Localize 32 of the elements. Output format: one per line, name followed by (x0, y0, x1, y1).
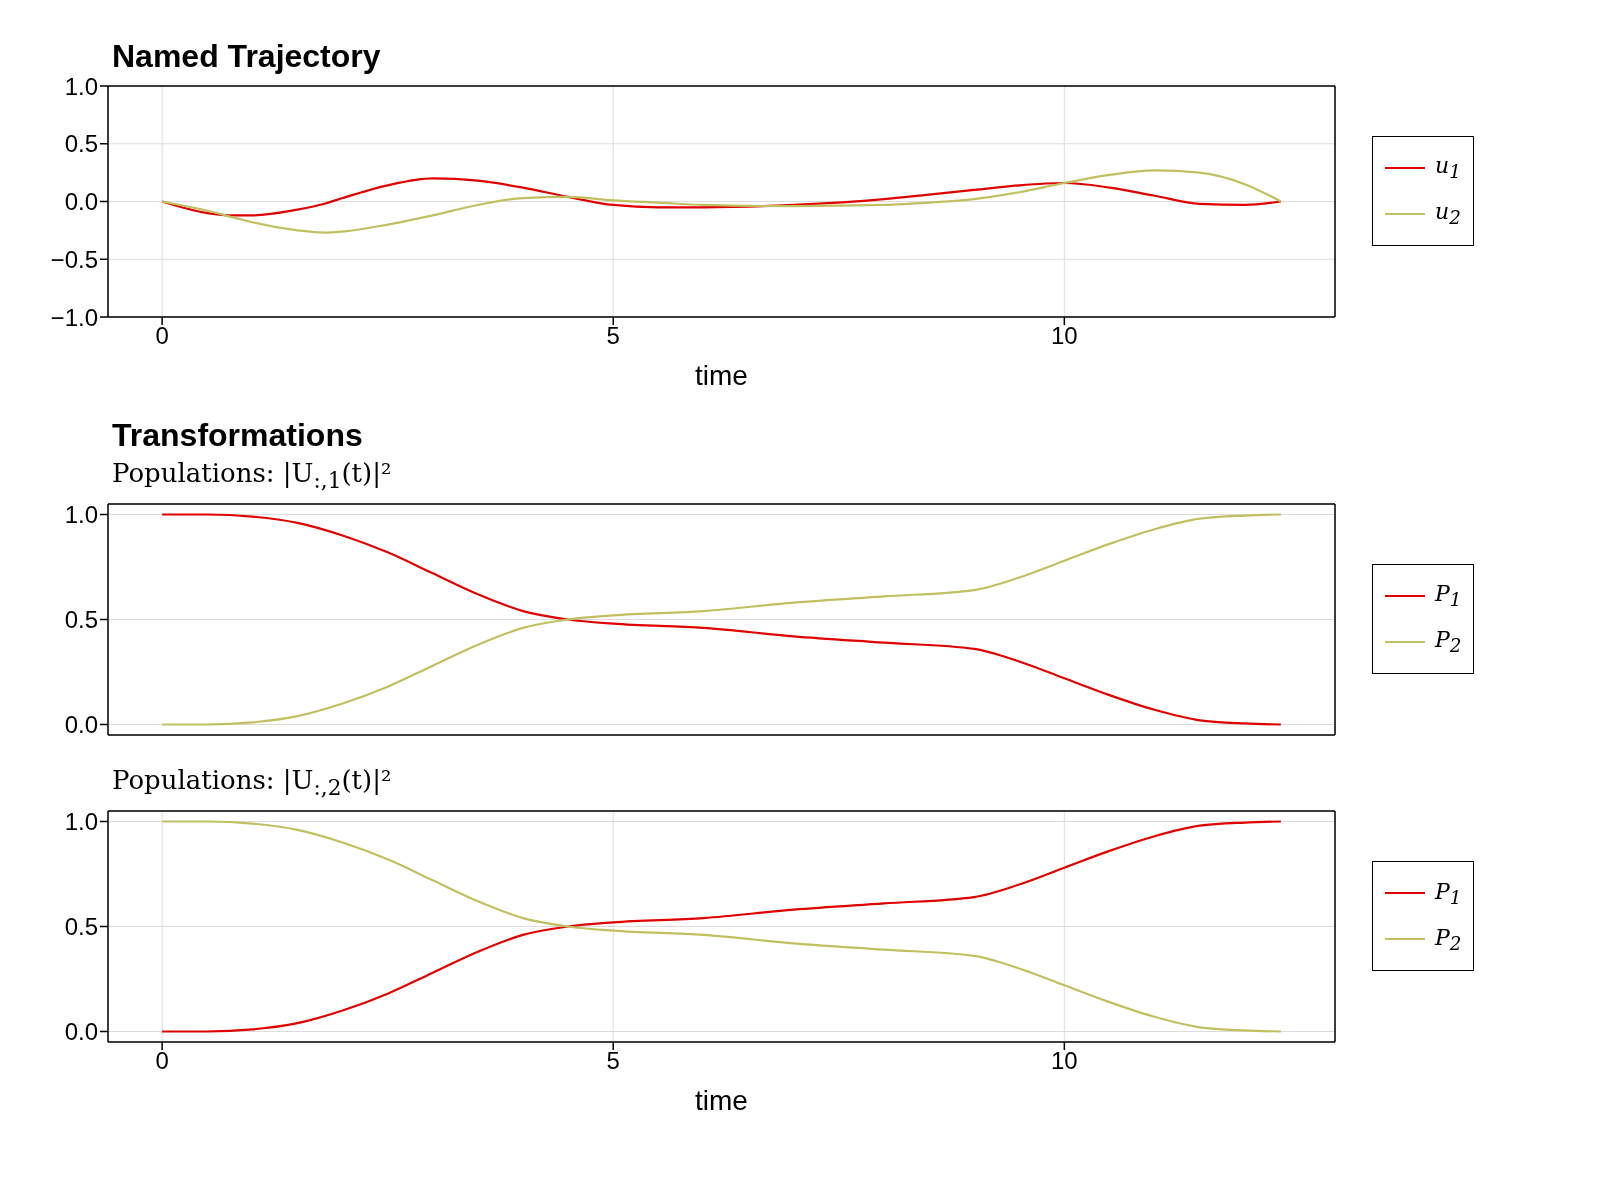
x-tick-label: 0 (155, 322, 169, 350)
x-tick-label: 5 (606, 1047, 620, 1075)
legend-label: P$_{1}$ (1435, 878, 1462, 909)
y-tick-label: 0.5 (64, 130, 98, 158)
x-tick-label: 10 (1050, 1047, 1078, 1075)
x-axis-title: time (695, 359, 748, 391)
y-tick-label: 0.0 (64, 188, 98, 216)
y-tick-label: 0.0 (64, 1018, 98, 1046)
chart-subtitle: Populations: |U$_{:,2}$(t)|² (112, 765, 393, 801)
y-tick-label: 0.0 (64, 711, 98, 739)
legend-label: u$_{2}$ (1435, 199, 1461, 229)
chart-title: Transformations (112, 417, 364, 454)
line-series (161, 820, 1282, 1033)
y-tick-label: 0.5 (64, 913, 98, 941)
line-series (161, 513, 1282, 726)
x-tick-label: 10 (1050, 322, 1078, 350)
y-tick-label: 0.5 (64, 606, 98, 634)
legend-label: P$_{2}$ (1435, 627, 1462, 657)
x-axis-title: time (695, 1085, 748, 1117)
legend-label: u$_{1}$ (1435, 153, 1461, 183)
legend-label: P$_{1}$ (1435, 581, 1462, 611)
legend-label: P$_{2}$ (1435, 924, 1462, 955)
y-tick-label: 1.0 (64, 501, 98, 529)
chart-subtitle: Populations: |U$_{:,1}$(t)|² (112, 458, 393, 494)
chart-title: Named Trajectory (112, 38, 382, 75)
y-tick-label: 1.0 (64, 808, 98, 836)
y-tick-label: −1.0 (50, 303, 98, 331)
y-tick-label: −0.5 (50, 245, 98, 273)
x-tick-label: 0 (155, 1047, 169, 1075)
line-series (161, 169, 1282, 234)
x-tick-label: 5 (606, 322, 620, 350)
y-tick-label: 1.0 (64, 72, 98, 100)
